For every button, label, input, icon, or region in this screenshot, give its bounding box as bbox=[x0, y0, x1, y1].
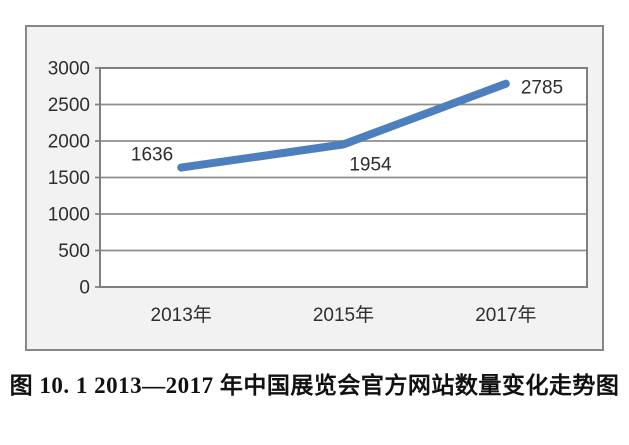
x-tick-label: 2015年 bbox=[313, 304, 374, 326]
y-tick-label: 2500 bbox=[48, 95, 90, 116]
figure-caption: 图 10. 1 2013—2017 年中国展览会官方网站数量变化走势图 bbox=[9, 373, 620, 398]
data-point-label: 1954 bbox=[349, 154, 392, 175]
data-point-label: 2785 bbox=[521, 78, 563, 99]
line-chart: 0 500 1000 1500 2000 2500 3000 2013年 2015年 2017年 1… bbox=[48, 59, 588, 326]
plot-border bbox=[99, 67, 588, 288]
x-tick-label: 2013年 bbox=[151, 304, 212, 326]
y-tick-label: 3000 bbox=[48, 59, 90, 80]
y-tick-label: 1000 bbox=[48, 205, 90, 226]
data-series-line bbox=[177, 79, 510, 172]
y-tick-label: 2000 bbox=[48, 132, 90, 153]
data-point-label: 1636 bbox=[131, 145, 173, 166]
y-tick-label: 500 bbox=[58, 241, 90, 262]
chart-frame: 0 500 1000 1500 2000 2500 3000 2013年 2015年 2017年 1… bbox=[25, 25, 604, 351]
y-tick-label: 0 bbox=[79, 278, 90, 299]
x-tick-label: 2017年 bbox=[475, 304, 536, 326]
y-tick-label: 1500 bbox=[48, 168, 90, 189]
